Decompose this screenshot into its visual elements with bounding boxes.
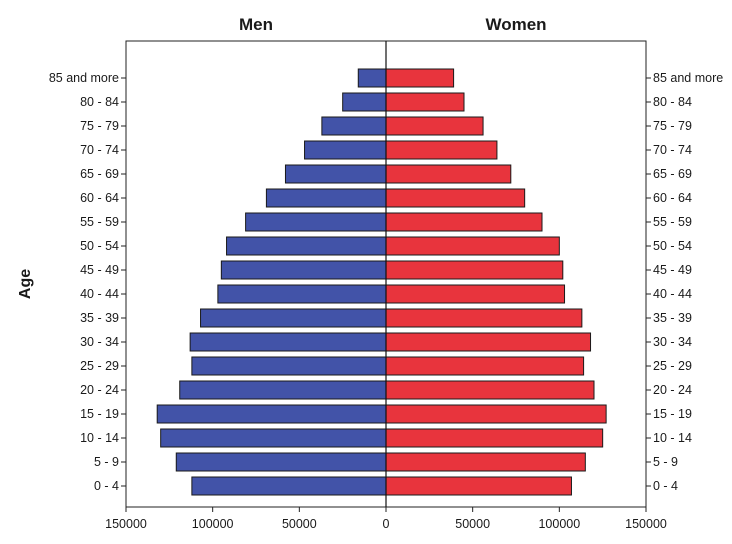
bar-men-16 [342, 92, 387, 112]
bar-men-13 [284, 164, 387, 184]
bar-men-8 [217, 284, 387, 304]
right-age-label-9: 45 - 49 [653, 263, 692, 277]
x-tick-label-2: 50000 [282, 517, 317, 531]
x-tick-label-4: 50000 [455, 517, 490, 531]
bar-men-3 [156, 404, 387, 424]
left-age-label-6: 30 - 34 [80, 335, 119, 349]
x-tick-label-1: 100000 [192, 517, 234, 531]
right-age-label-0: 0 - 4 [653, 479, 678, 493]
bar-men-9 [220, 260, 387, 280]
women-title: Women [485, 15, 546, 34]
right-age-label-12: 60 - 64 [653, 191, 692, 205]
left-age-label-13: 65 - 69 [80, 167, 119, 181]
bar-men-4 [179, 380, 387, 400]
left-age-label-0: 0 - 4 [94, 479, 119, 493]
bar-men-7 [200, 308, 387, 328]
bar-women-4 [385, 380, 595, 400]
men-title: Men [239, 15, 273, 34]
right-age-label-16: 80 - 84 [653, 95, 692, 109]
bar-women-10 [385, 236, 560, 256]
x-tick-label-6: 150000 [625, 517, 667, 531]
x-tick-label-3: 0 [383, 517, 390, 531]
right-age-label-14: 70 - 74 [653, 143, 692, 157]
right-age-label-5: 25 - 29 [653, 359, 692, 373]
x-tick-label-5: 100000 [538, 517, 580, 531]
bar-men-12 [265, 188, 387, 208]
bar-women-6 [385, 332, 592, 352]
left-age-label-16: 80 - 84 [80, 95, 119, 109]
bars-group [156, 68, 607, 496]
left-age-label-4: 20 - 24 [80, 383, 119, 397]
left-age-label-14: 70 - 74 [80, 143, 119, 157]
y-axis-label: Age [17, 269, 34, 299]
bar-women-14 [385, 140, 498, 160]
bar-men-1 [175, 452, 387, 472]
bar-women-8 [385, 284, 566, 304]
bar-men-15 [321, 116, 387, 136]
bar-women-17 [385, 68, 455, 88]
bar-men-14 [304, 140, 387, 160]
bar-women-15 [385, 116, 484, 136]
right-age-label-13: 65 - 69 [653, 167, 692, 181]
right-age-label-7: 35 - 39 [653, 311, 692, 325]
left-age-label-8: 40 - 44 [80, 287, 119, 301]
bar-men-10 [226, 236, 387, 256]
right-age-label-6: 30 - 34 [653, 335, 692, 349]
left-age-label-17: 85 and more [49, 71, 119, 85]
left-age-label-2: 10 - 14 [80, 431, 119, 445]
bar-women-11 [385, 212, 543, 232]
bar-women-13 [385, 164, 512, 184]
bar-women-1 [385, 452, 586, 472]
bar-women-5 [385, 356, 585, 376]
bar-women-3 [385, 404, 607, 424]
bar-men-6 [189, 332, 387, 352]
bar-women-0 [385, 476, 572, 496]
y-ticks-group: 0 - 4 0 - 4 5 - 9 5 - 9 10 - 14 10 - 14 15 - 1… [49, 71, 723, 493]
right-age-label-10: 50 - 54 [653, 239, 692, 253]
right-age-label-3: 15 - 19 [653, 407, 692, 421]
right-age-label-8: 40 - 44 [653, 287, 692, 301]
left-age-label-5: 25 - 29 [80, 359, 119, 373]
bar-women-12 [385, 188, 526, 208]
right-age-label-17: 85 and more [653, 71, 723, 85]
x-tick-label-0: 150000 [105, 517, 147, 531]
bar-women-7 [385, 308, 583, 328]
right-age-label-1: 5 - 9 [653, 455, 678, 469]
bar-men-11 [245, 212, 387, 232]
left-age-label-11: 55 - 59 [80, 215, 119, 229]
left-age-label-12: 60 - 64 [80, 191, 119, 205]
left-age-label-3: 15 - 19 [80, 407, 119, 421]
bar-men-0 [191, 476, 387, 496]
right-age-label-11: 55 - 59 [653, 215, 692, 229]
bar-women-2 [385, 428, 604, 448]
bar-men-5 [191, 356, 387, 376]
bar-women-16 [385, 92, 465, 112]
bar-men-17 [357, 68, 387, 88]
bar-men-2 [160, 428, 387, 448]
right-age-label-15: 75 - 79 [653, 119, 692, 133]
left-age-label-9: 45 - 49 [80, 263, 119, 277]
bar-women-9 [385, 260, 564, 280]
x-ticks-group: 150000 100000 50000 0 50000 100000 150000 [105, 507, 667, 531]
left-age-label-15: 75 - 79 [80, 119, 119, 133]
left-age-label-7: 35 - 39 [80, 311, 119, 325]
left-age-label-10: 50 - 54 [80, 239, 119, 253]
right-age-label-2: 10 - 14 [653, 431, 692, 445]
right-age-label-4: 20 - 24 [653, 383, 692, 397]
left-age-label-1: 5 - 9 [94, 455, 119, 469]
